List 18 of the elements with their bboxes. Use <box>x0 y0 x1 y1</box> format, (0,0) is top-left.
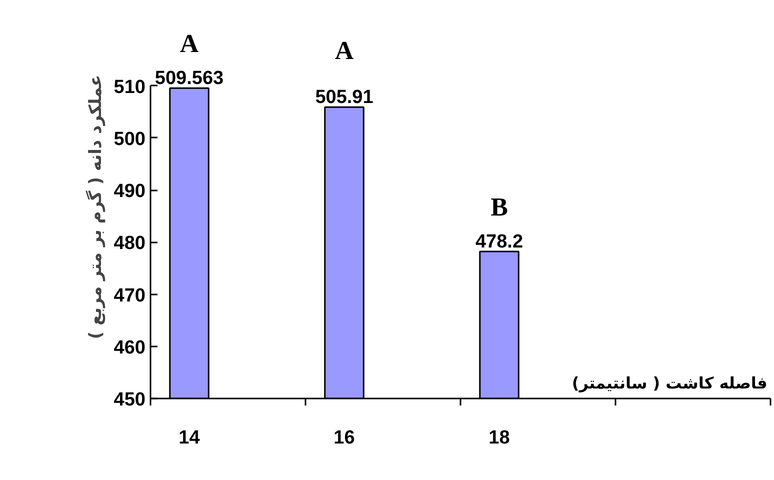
y-tick-label: 500 <box>114 128 146 150</box>
data-label: 478.2 <box>475 232 524 253</box>
y-axis-title: عملکرد دانه ( گرم بر متر مربع ) <box>84 74 106 340</box>
y-tick-label: 480 <box>114 233 146 254</box>
y-tick-label: 450 <box>114 390 146 410</box>
text: A <box>180 29 199 58</box>
text: A <box>334 36 354 66</box>
x-tick-label: 14 <box>178 428 200 448</box>
annotation: B <box>490 192 508 222</box>
y-tick-label: 490 <box>114 181 146 202</box>
y-tick-label: 470 <box>114 285 146 306</box>
x-axis-title: فاصله کاشت ( سانتیمتر) <box>572 374 768 392</box>
data-label: 505.91 <box>315 87 374 108</box>
data-label: 509.563 <box>154 68 224 90</box>
x-tick-label: 18 <box>488 428 510 448</box>
y-tick-label: 510 <box>114 76 146 98</box>
y-tick-label: 460 <box>114 337 146 358</box>
x-tick-label: 16 <box>334 428 355 448</box>
